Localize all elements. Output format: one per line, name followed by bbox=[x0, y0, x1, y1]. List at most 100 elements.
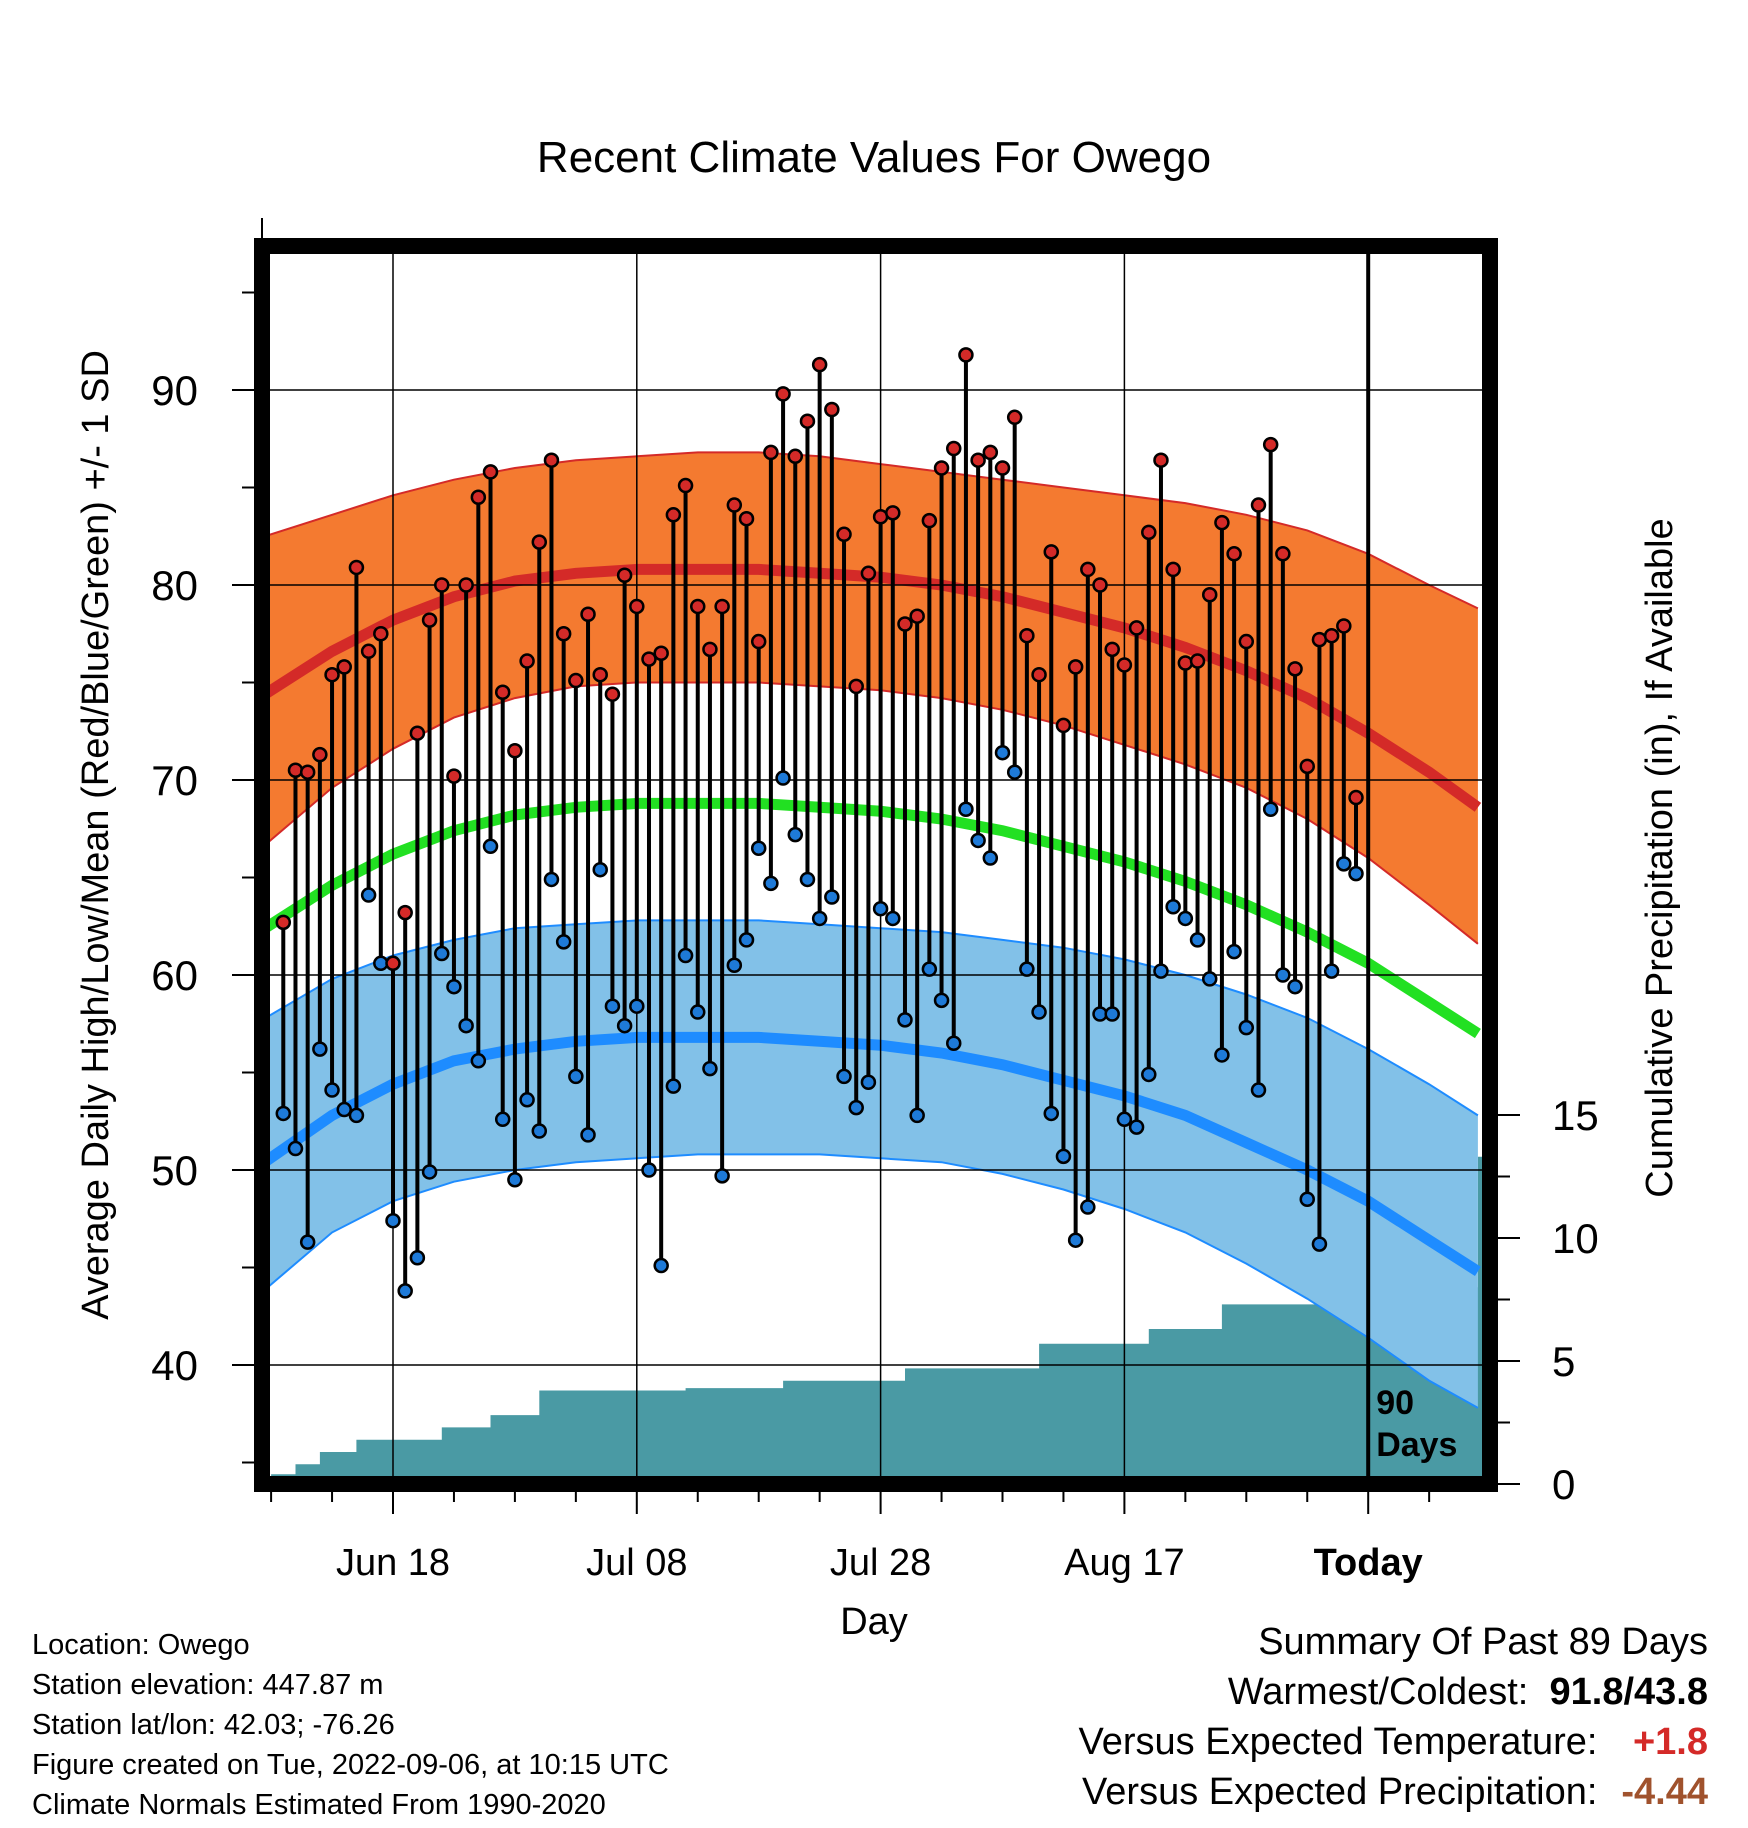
obs-low-point bbox=[1153, 963, 1169, 979]
obs-high-point bbox=[750, 633, 767, 650]
y-tick-label: 80 bbox=[151, 562, 198, 609]
x-axis-label: Day bbox=[840, 1601, 908, 1643]
obs-low-point bbox=[1067, 1232, 1084, 1248]
obs-high-point bbox=[1128, 620, 1145, 636]
obs-high-point bbox=[1214, 514, 1230, 531]
obs-low-point bbox=[1323, 963, 1340, 979]
obs-high-point bbox=[897, 616, 913, 632]
precip-diff-value: -4.44 bbox=[1621, 1771, 1708, 1813]
obs-low-point bbox=[958, 801, 974, 817]
obs-high-point bbox=[787, 448, 804, 465]
obs-low-point bbox=[434, 945, 450, 962]
latlon-text: Station lat/lon: 42.03; -76.26 bbox=[32, 1709, 395, 1741]
obs-low-point bbox=[360, 887, 377, 903]
obs-low-point bbox=[897, 1012, 913, 1028]
obs-high-point bbox=[409, 725, 426, 741]
obs-high-point bbox=[519, 653, 535, 669]
obs-low-point bbox=[677, 947, 694, 964]
obs-high-point bbox=[360, 643, 377, 660]
obs-high-point bbox=[1092, 577, 1108, 593]
obs-high-point bbox=[458, 577, 474, 593]
obs-high-point bbox=[494, 684, 511, 700]
x-tick-label: Jul 08 bbox=[586, 1542, 687, 1584]
warmest-value: 91.8 bbox=[1549, 1671, 1624, 1713]
obs-low-point bbox=[543, 871, 560, 888]
obs-high-point bbox=[824, 401, 840, 418]
elevation-text: Station elevation: 447.87 m bbox=[32, 1669, 384, 1701]
obs-high-point bbox=[677, 477, 694, 494]
obs-low-point bbox=[1128, 1119, 1145, 1135]
obs-low-point bbox=[555, 934, 572, 950]
obs-low-point bbox=[1177, 910, 1194, 927]
y2-tick-label: 0 bbox=[1552, 1461, 1575, 1508]
obs-high-point bbox=[1238, 633, 1255, 650]
obs-high-point bbox=[958, 347, 974, 363]
obs-high-point bbox=[1262, 436, 1279, 453]
obs-low-point bbox=[982, 850, 999, 866]
obs-low-point bbox=[409, 1250, 426, 1266]
obs-low-point bbox=[1019, 961, 1035, 977]
obs-high-point bbox=[397, 904, 413, 921]
obs-high-point bbox=[726, 497, 743, 513]
obs-high-point bbox=[1250, 497, 1267, 513]
obs-high-point bbox=[933, 460, 950, 476]
obs-high-point bbox=[848, 678, 864, 695]
obs-low-point bbox=[1006, 764, 1023, 780]
obs-high-point bbox=[287, 762, 304, 778]
y-tick-label: 90 bbox=[151, 367, 198, 414]
obs-high-point bbox=[470, 489, 487, 505]
obs-low-point bbox=[811, 910, 828, 927]
obs-low-point bbox=[1275, 967, 1291, 983]
coldest-value: 43.8 bbox=[1634, 1671, 1708, 1713]
obs-high-point bbox=[434, 577, 450, 593]
obs-low-point bbox=[385, 1212, 401, 1229]
obs-low-point bbox=[970, 832, 986, 849]
obs-high-point bbox=[1104, 641, 1120, 658]
y2-tick-label: 15 bbox=[1552, 1092, 1599, 1139]
obs-low-point bbox=[531, 1123, 548, 1139]
obs-low-point bbox=[604, 998, 621, 1014]
obs-high-point bbox=[1116, 657, 1133, 673]
obs-high-point bbox=[1067, 659, 1084, 675]
obs-low-point bbox=[446, 978, 462, 995]
obs-high-point bbox=[1080, 561, 1096, 578]
obs-high-point bbox=[568, 672, 584, 689]
obs-low-point bbox=[824, 889, 840, 905]
obs-high-point bbox=[1043, 544, 1060, 560]
obs-high-point bbox=[1141, 524, 1157, 541]
obs-low-point bbox=[616, 1017, 633, 1034]
obs-high-point bbox=[1189, 653, 1206, 669]
obs-low-point bbox=[933, 992, 950, 1009]
obs-low-point bbox=[836, 1068, 852, 1085]
precip-diff-label: Versus Expected Precipitation: bbox=[1082, 1771, 1598, 1813]
obs-low-point bbox=[592, 861, 608, 878]
obs-low-point bbox=[275, 1105, 292, 1122]
obs-low-point bbox=[1165, 899, 1181, 915]
obs-low-point bbox=[1238, 1019, 1255, 1036]
obs-high-point bbox=[629, 598, 645, 615]
obs-high-point bbox=[702, 641, 718, 658]
obs-low-point bbox=[336, 1101, 352, 1118]
obs-high-point bbox=[1153, 452, 1169, 468]
warm-cold-slash: / bbox=[1623, 1671, 1635, 1713]
obs-low-point bbox=[763, 875, 779, 892]
obs-low-point bbox=[860, 1074, 877, 1090]
obs-low-point bbox=[494, 1111, 511, 1128]
obs-low-point bbox=[885, 910, 901, 927]
obs-high-point bbox=[1275, 546, 1291, 562]
obs-high-point bbox=[616, 567, 633, 583]
obs-high-point bbox=[507, 743, 523, 759]
x-tick-label: Jun 18 bbox=[336, 1542, 450, 1584]
obs-low-point bbox=[1031, 1004, 1047, 1020]
obs-high-point bbox=[714, 598, 730, 615]
obs-low-point bbox=[629, 998, 645, 1014]
obs-high-point bbox=[811, 356, 828, 373]
obs-low-point bbox=[299, 1234, 316, 1250]
obs-low-point bbox=[641, 1162, 657, 1178]
x-tick-label: Today bbox=[1314, 1542, 1423, 1584]
normals-note-text: Climate Normals Estimated From 1990-2020 bbox=[32, 1789, 606, 1821]
obs-low-point bbox=[848, 1099, 864, 1116]
plot-inner: 90 Days bbox=[262, 246, 1490, 1484]
obs-low-point bbox=[519, 1092, 535, 1108]
